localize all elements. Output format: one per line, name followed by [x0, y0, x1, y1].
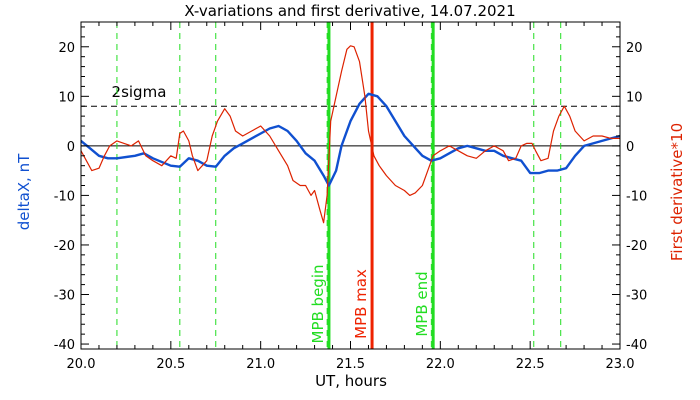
plot-area: 2sigma MPB begin MPB max MPB end 20.0 20.5 21.…	[54, 21, 647, 372]
y-tick-label-right: -20	[626, 239, 647, 254]
derivative-series-line	[81, 45, 620, 224]
deltax-series-line	[81, 92, 620, 187]
mpb-end-label: MPB end	[413, 271, 431, 336]
y-tick-label-left: -40	[54, 338, 75, 353]
y-tick-label-right: 10	[626, 90, 643, 105]
right-y-axis-label: First derivative*10	[668, 123, 686, 261]
y-tick-label-left: 20	[58, 41, 75, 56]
y-tick-label-left: -20	[54, 239, 75, 254]
x-tick-label: 21.0	[246, 357, 275, 372]
threshold-label: 2sigma	[112, 83, 167, 101]
y-tick-label-left: -30	[54, 289, 75, 304]
chart-title: X-variations and first derivative, 14.07…	[184, 2, 515, 20]
y-tick-label-left: 0	[67, 140, 75, 155]
plot-frame	[80, 21, 621, 350]
y-tick-label-right: 0	[626, 140, 634, 155]
y-tick-label-right: -10	[626, 189, 647, 204]
x-tick-label: 20.0	[67, 357, 96, 372]
x-tick-label: 21.5	[336, 357, 365, 372]
x-tick-label: 23.0	[606, 357, 635, 372]
left-y-axis-label: deltaX, nT	[15, 153, 33, 230]
mpb-begin-label: MPB begin	[309, 265, 327, 344]
y-tick-label-right: 20	[626, 41, 643, 56]
y-tick-label-left: -10	[54, 189, 75, 204]
x-tick-label: 22.0	[426, 357, 455, 372]
x-tick-label: 22.5	[516, 357, 545, 372]
x-axis-label: UT, hours	[315, 372, 387, 390]
y-tick-label-right: -30	[626, 289, 647, 304]
y-tick-label-right: -40	[626, 338, 647, 353]
y-tick-label-left: 10	[58, 90, 75, 105]
mpb-max-label: MPB max	[352, 269, 370, 339]
x-tick-label: 20.5	[156, 357, 185, 372]
